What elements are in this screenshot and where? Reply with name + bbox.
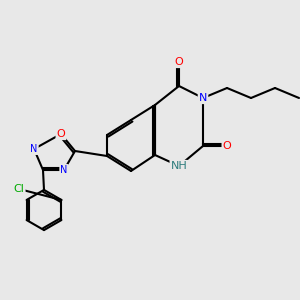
Text: O: O xyxy=(175,57,183,67)
Text: O: O xyxy=(223,141,231,151)
Text: O: O xyxy=(57,129,65,139)
Text: N: N xyxy=(199,93,207,103)
Text: Cl: Cl xyxy=(14,184,24,194)
Text: N: N xyxy=(60,165,68,175)
Text: NH: NH xyxy=(171,161,188,171)
Text: N: N xyxy=(30,144,38,154)
